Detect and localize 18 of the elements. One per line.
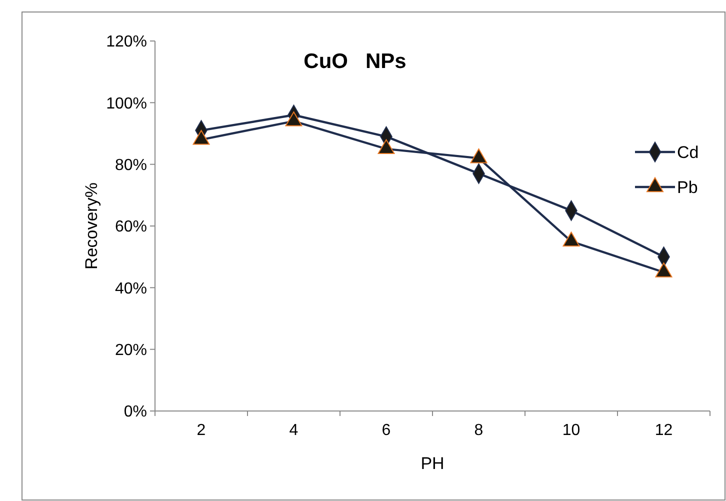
y-tick-label: 0% bbox=[124, 404, 147, 421]
y-tick-label: 40% bbox=[114, 280, 147, 298]
x-tick-label: 6 bbox=[382, 422, 391, 439]
chart-title: CuO NPs bbox=[304, 50, 406, 73]
y-tick-label: 100% bbox=[106, 95, 147, 112]
x-tick-label: 12 bbox=[654, 422, 673, 439]
y-axis-title: Recovery% bbox=[82, 182, 101, 270]
x-tick-label: 10 bbox=[562, 422, 580, 439]
x-tick-label: 8 bbox=[474, 422, 484, 439]
legend-label: Cd bbox=[677, 142, 699, 162]
x-tick-label: 2 bbox=[196, 422, 206, 439]
x-axis-title: PH bbox=[420, 454, 444, 473]
legend-label: Pb bbox=[677, 178, 698, 197]
x-tick-label: 4 bbox=[289, 422, 298, 439]
y-tick-label: 120% bbox=[106, 34, 147, 51]
y-tick-label: 20% bbox=[114, 342, 147, 359]
y-tick-label: 60% bbox=[114, 218, 147, 236]
y-tick-label: 80% bbox=[114, 156, 147, 174]
